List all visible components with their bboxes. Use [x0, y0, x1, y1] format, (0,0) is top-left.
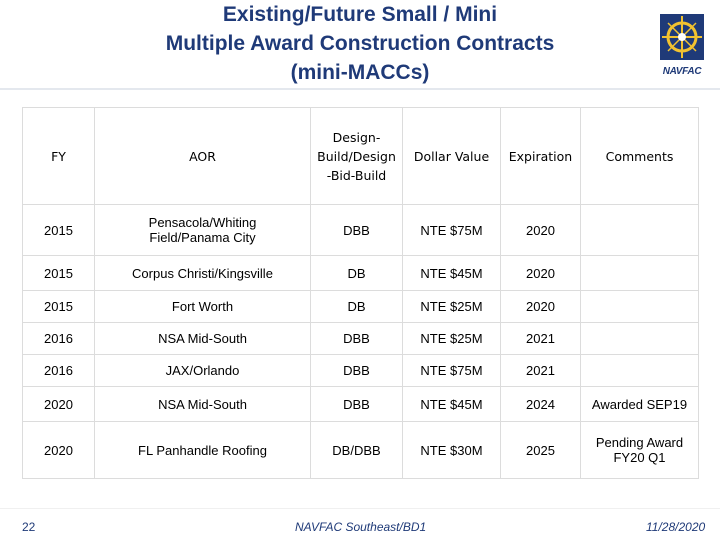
- cell-aor: JAX/Orlando: [94, 354, 311, 387]
- table-header-row: FY AOR Design- Build/Design -Bid-Build D…: [22, 107, 699, 205]
- navfac-logo: NAVFAC: [654, 10, 710, 78]
- cell-value: NTE $45M: [402, 386, 501, 422]
- cell-comments: [580, 322, 699, 355]
- cell-type: DB/DBB: [310, 421, 403, 479]
- cell-fy: 2015: [22, 290, 95, 323]
- header-expiration: Expiration: [500, 107, 581, 205]
- table-row: 2016 JAX/Orlando DBB NTE $75M 2021: [22, 354, 699, 387]
- table-row: 2020 NSA Mid-South DBB NTE $45M 2024 Awa…: [22, 386, 699, 422]
- cell-type: DBB: [310, 204, 403, 256]
- cell-aor-line-1: Fort Worth: [171, 299, 234, 314]
- cell-comments: [580, 255, 699, 291]
- cell-expiration: 2020: [500, 290, 581, 323]
- footer-date: 11/28/2020: [646, 520, 706, 534]
- cell-expiration: 2025: [500, 421, 581, 479]
- header-aor: AOR: [94, 107, 311, 205]
- cell-aor-line-1: NSA Mid-South: [158, 396, 247, 412]
- cell-comments: [580, 204, 699, 256]
- table-row: 2015 Corpus Christi/Kingsville DB NTE $4…: [22, 255, 699, 291]
- header-delivery-method: Design- Build/Design -Bid-Build: [310, 107, 403, 205]
- cell-expiration: 2024: [500, 386, 581, 422]
- cell-value: NTE $75M: [402, 354, 501, 387]
- cell-aor-line-1: Pensacola/Whiting: [148, 215, 257, 230]
- cell-fy: 2016: [22, 322, 95, 355]
- contracts-table: FY AOR Design- Build/Design -Bid-Build D…: [22, 107, 699, 479]
- cell-value: NTE $45M: [402, 255, 501, 291]
- navfac-compass-icon: [660, 14, 704, 60]
- cell-aor-line-1: NSA Mid-South: [158, 331, 247, 346]
- table-row: 2020 FL Panhandle Roofing DB/DBB NTE $30…: [22, 421, 699, 479]
- cell-aor: NSA Mid-South: [94, 322, 311, 355]
- cell-aor: Pensacola/Whiting Field/Panama City: [94, 204, 311, 256]
- cell-type: DBB: [310, 386, 403, 422]
- title-divider: [0, 88, 720, 90]
- cell-fy: 2015: [22, 204, 95, 256]
- cell-aor: Corpus Christi/Kingsville: [94, 255, 311, 291]
- cell-type: DB: [310, 290, 403, 323]
- header-delivery-line-1: Design-: [332, 129, 381, 145]
- cell-aor-line-1: JAX/Orlando: [165, 363, 240, 378]
- cell-value: NTE $75M: [402, 204, 501, 256]
- cell-aor-line-2: Field/Panama City: [149, 230, 256, 245]
- cell-aor-line-1: Corpus Christi/Kingsville: [132, 265, 273, 281]
- logo-text: NAVFAC: [662, 66, 702, 77]
- title-line-1: Existing/Future Small / Mini: [222, 3, 498, 26]
- cell-comments: Pending Award FY20 Q1: [580, 421, 699, 479]
- title-line-3: (mini-MACCs): [290, 61, 430, 84]
- cell-comments-line-1: Pending Award: [595, 435, 684, 450]
- cell-value: NTE $25M: [402, 290, 501, 323]
- page-number: 22: [22, 520, 36, 534]
- cell-comments-line-2: FY20 Q1: [613, 450, 666, 465]
- cell-comments: Awarded SEP19: [580, 386, 699, 422]
- cell-fy: 2020: [22, 386, 95, 422]
- header-fy: FY: [22, 107, 95, 205]
- cell-comments-line-1: Awarded SEP19: [591, 396, 688, 412]
- header-delivery-line-2: Build/Design: [317, 148, 396, 164]
- cell-type: DBB: [310, 354, 403, 387]
- table-row: 2015 Pensacola/Whiting Field/Panama City…: [22, 204, 699, 256]
- cell-fy: 2020: [22, 421, 95, 479]
- footer-organization: NAVFAC Southeast/BD1: [295, 520, 427, 534]
- cell-value: NTE $25M: [402, 322, 501, 355]
- cell-aor: Fort Worth: [94, 290, 311, 323]
- cell-type: DBB: [310, 322, 403, 355]
- cell-fy: 2015: [22, 255, 95, 291]
- cell-aor: FL Panhandle Roofing: [94, 421, 311, 479]
- cell-comments: [580, 290, 699, 323]
- cell-value: NTE $30M: [402, 421, 501, 479]
- cell-fy: 2016: [22, 354, 95, 387]
- cell-comments: [580, 354, 699, 387]
- table-row: 2015 Fort Worth DB NTE $25M 2020: [22, 290, 699, 323]
- footer-divider: [0, 508, 720, 509]
- cell-type: DB: [310, 255, 403, 291]
- cell-expiration: 2021: [500, 354, 581, 387]
- cell-aor: NSA Mid-South: [94, 386, 311, 422]
- cell-expiration: 2020: [500, 204, 581, 256]
- cell-expiration: 2020: [500, 255, 581, 291]
- cell-expiration: 2021: [500, 322, 581, 355]
- table-row: 2016 NSA Mid-South DBB NTE $25M 2021: [22, 322, 699, 355]
- title-line-2: Multiple Award Construction Contracts: [165, 32, 555, 55]
- header-comments: Comments: [580, 107, 699, 205]
- header-delivery-line-3: -Bid-Build: [326, 167, 387, 183]
- header-dollar-value: Dollar Value: [402, 107, 501, 205]
- cell-aor-line-1: FL Panhandle Roofing: [138, 442, 267, 458]
- slide-title: Existing/Future Small / Mini Multiple Aw…: [100, 0, 620, 87]
